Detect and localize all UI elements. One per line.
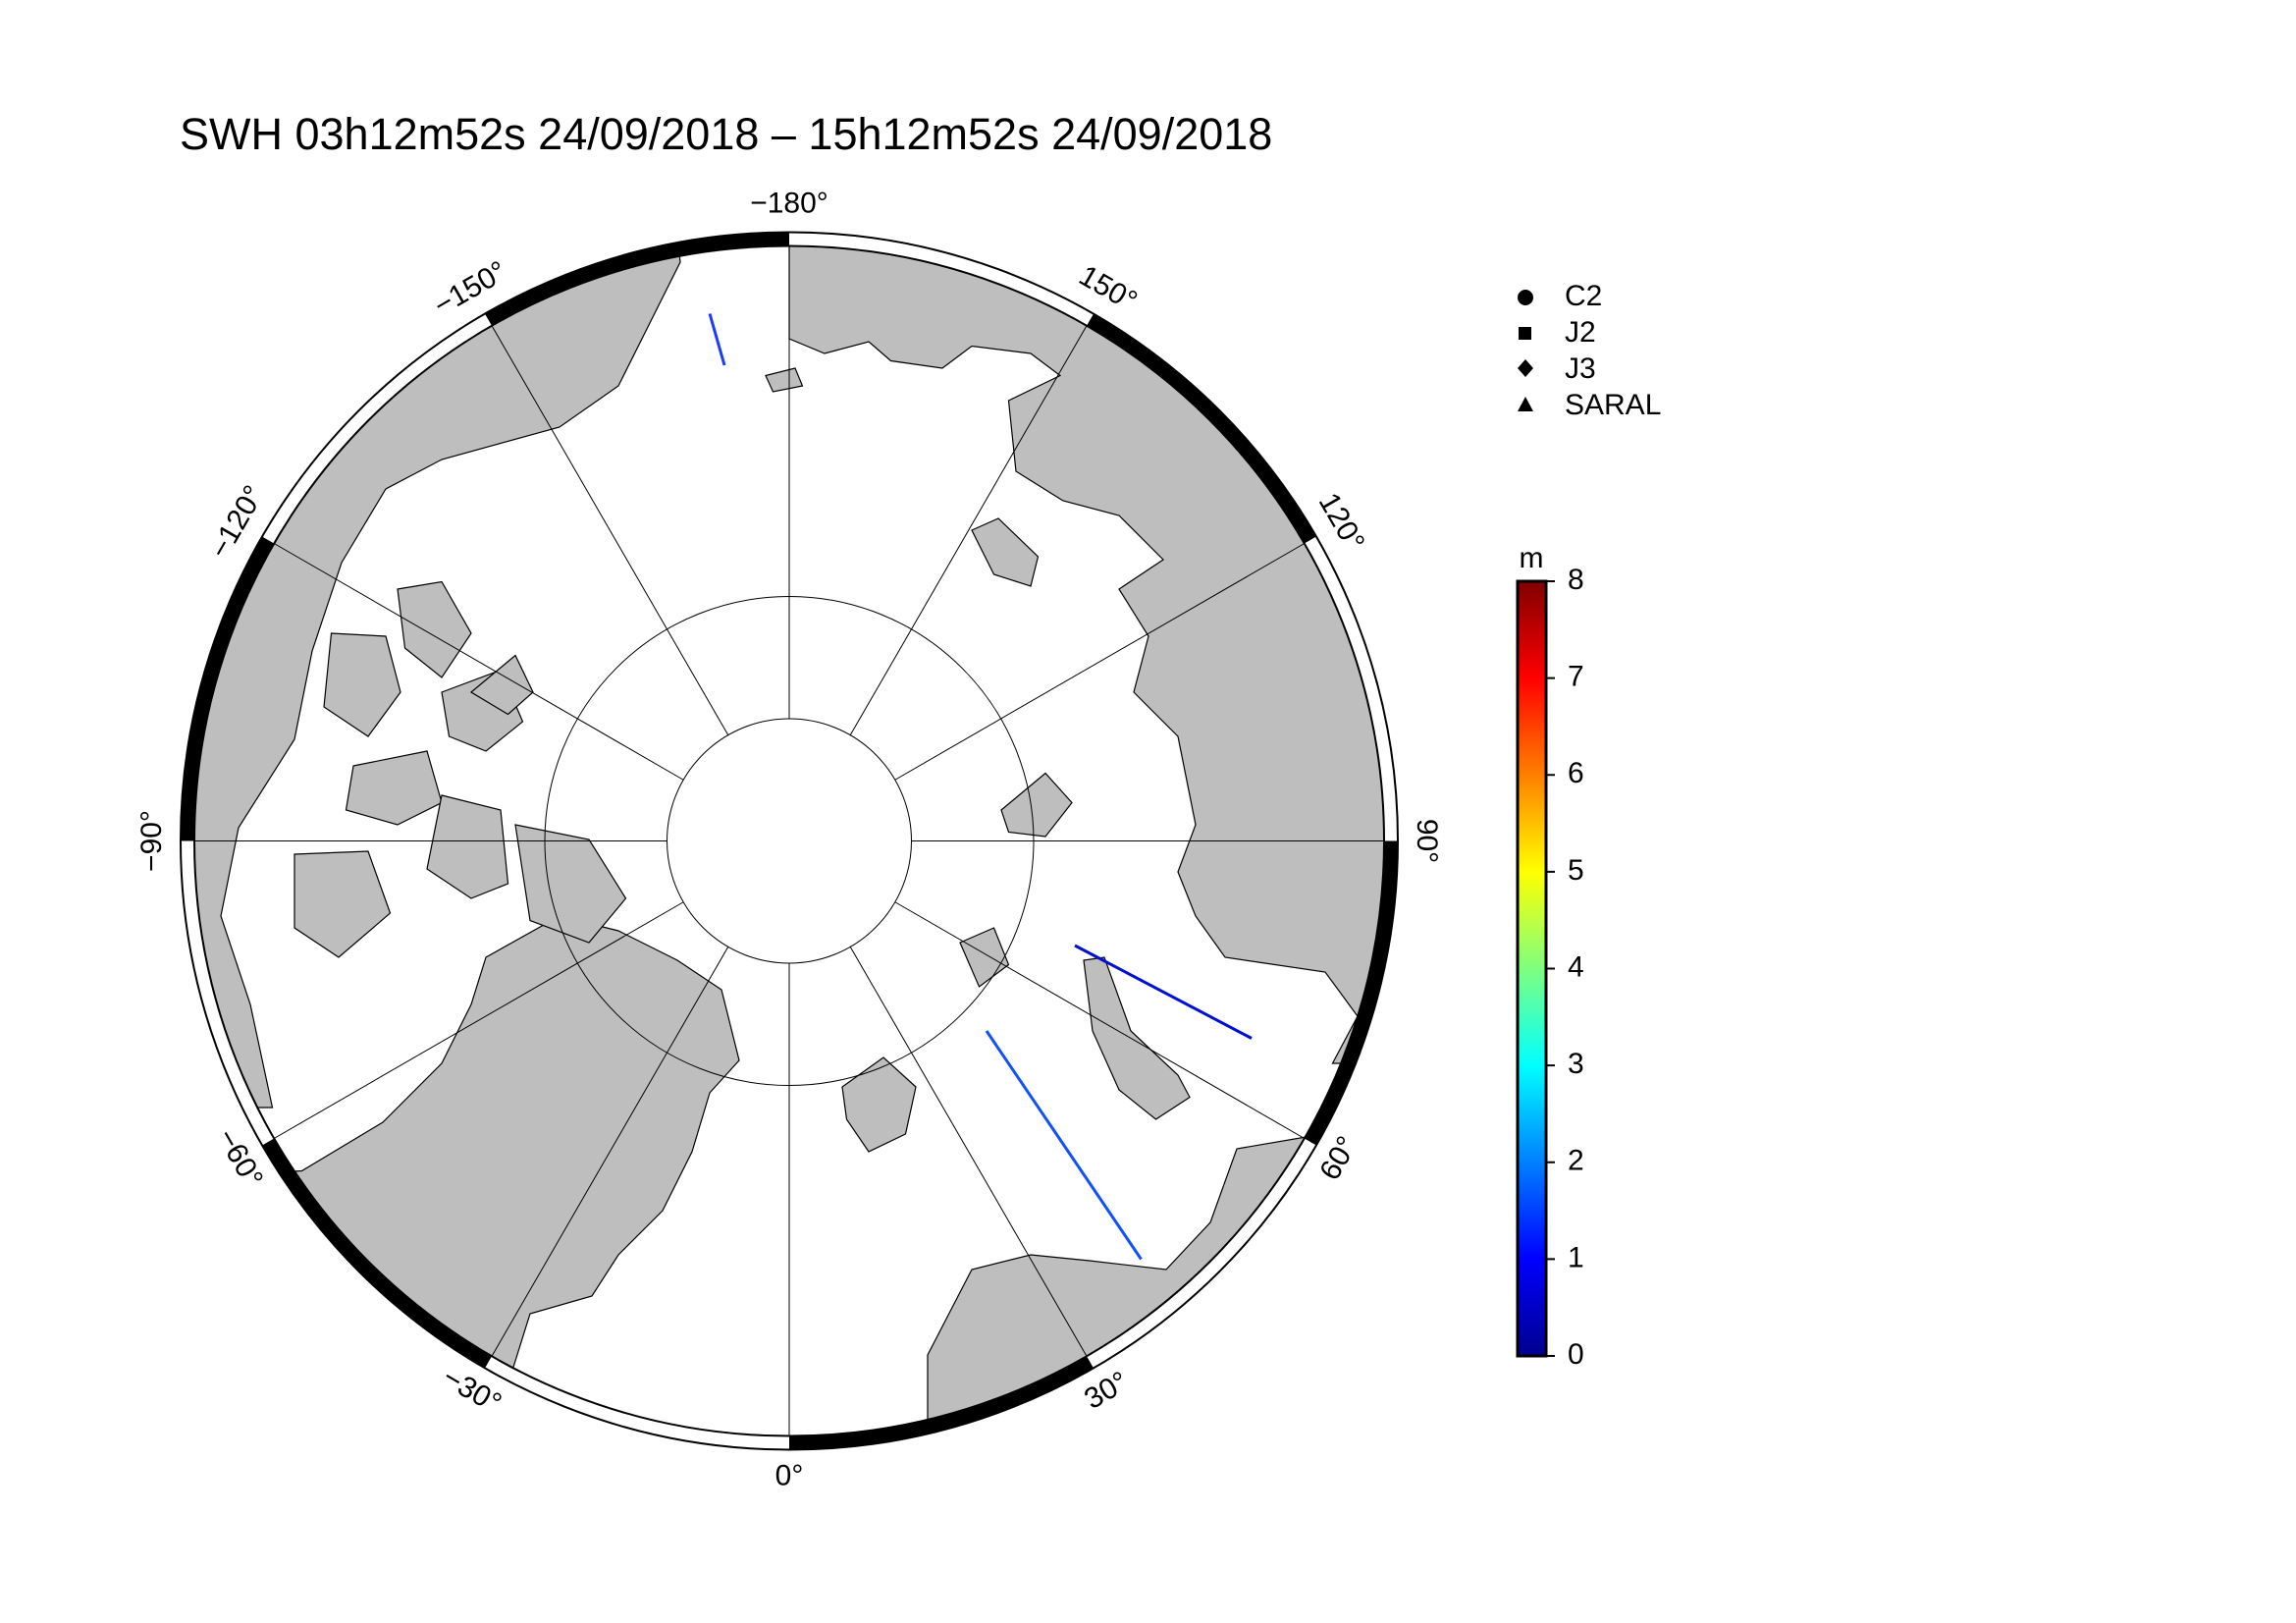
frame-segment: [262, 1138, 493, 1369]
graticule: [194, 245, 1384, 1436]
land-island: [294, 850, 392, 958]
latitude-circle: [667, 718, 912, 964]
meridian: [491, 325, 729, 735]
land-island: [1000, 772, 1073, 838]
colorbar: [1516, 579, 1548, 1358]
longitude-label: 90°: [1411, 819, 1443, 863]
legend-label: J2: [1565, 316, 1596, 349]
land-svalbard: [841, 1056, 917, 1153]
land-novaya-zemlya: [1083, 956, 1191, 1120]
frame-segment: [788, 1356, 1094, 1450]
land-island: [514, 824, 627, 944]
track: [708, 313, 726, 366]
longitude-label: −30°: [437, 1361, 507, 1420]
legend-symbol: [1519, 327, 1531, 340]
longitude-label: 30°: [1079, 1366, 1134, 1416]
meridian: [273, 901, 684, 1139]
legend-label: J3: [1565, 352, 1596, 385]
map-frame: [180, 231, 1399, 1451]
colorbar-tick-label: 4: [1568, 950, 1584, 983]
colorbar-tick-label: 0: [1568, 1338, 1584, 1371]
legend-label: SARAL: [1565, 389, 1661, 421]
frame-segment: [181, 536, 275, 841]
meridian: [894, 543, 1306, 781]
legend-symbol: [1518, 290, 1533, 305]
longitude-label: −60°: [210, 1123, 269, 1193]
land-island: [426, 794, 509, 899]
track: [985, 1030, 1143, 1261]
longitude-label: 0°: [775, 1459, 804, 1491]
colorbar-unit: m: [1520, 542, 1544, 574]
legend-symbol: [1518, 397, 1533, 411]
land-island: [959, 927, 1010, 988]
land-greenland: [194, 915, 740, 1385]
colorbar-tick-label: 1: [1568, 1241, 1584, 1273]
colorbar-tick-label: 2: [1568, 1145, 1584, 1177]
longitude-label: −90°: [135, 810, 168, 872]
title: SWH 03h12m52s 24/09/2018 – 15h12m52s 24/…: [180, 109, 1272, 159]
meridian: [849, 325, 1088, 735]
track: [1074, 944, 1253, 1040]
land-island: [397, 580, 472, 678]
frame-segment: [485, 232, 790, 326]
colorbar-tick-label: 5: [1568, 854, 1584, 887]
meridian: [894, 901, 1306, 1139]
land-island: [345, 750, 443, 826]
colorbar-tick-label: 6: [1568, 757, 1584, 789]
meridian: [273, 543, 684, 781]
land-island: [469, 654, 534, 716]
legend-symbol: [1518, 359, 1533, 377]
land-island: [323, 632, 401, 737]
land-island: [971, 517, 1040, 587]
colorbar-tick-label: 7: [1568, 661, 1584, 693]
colorbar-tick-label: 8: [1568, 564, 1584, 596]
frame-segment: [1086, 313, 1316, 544]
legend: [1518, 290, 1533, 411]
frame-segment: [1304, 840, 1398, 1146]
meridian: [849, 947, 1088, 1357]
meridian: [491, 947, 729, 1357]
land-siberia: [788, 245, 1384, 1064]
colorbar-tick-label: 3: [1568, 1048, 1584, 1080]
longitude-label: 60°: [1313, 1131, 1363, 1186]
longitude-label: −180°: [750, 187, 828, 219]
land-island: [765, 367, 804, 393]
legend-label: C2: [1565, 280, 1602, 312]
tracks: [708, 313, 1253, 1261]
